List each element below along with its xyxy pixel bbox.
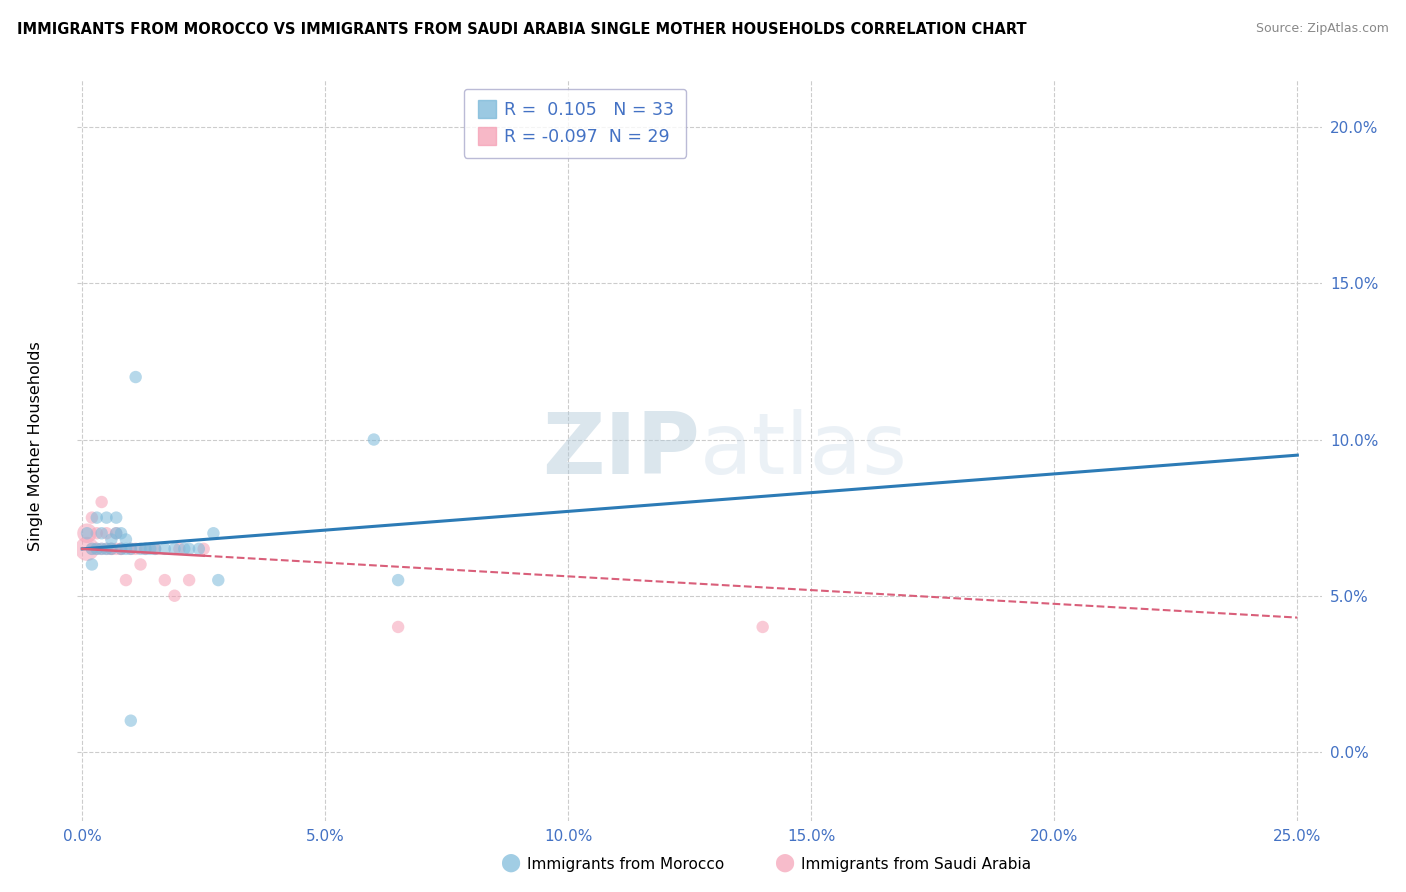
Point [139, 541, 162, 556]
Text: atlas: atlas [700, 409, 907, 492]
Point [120, 541, 142, 556]
Point [153, 573, 176, 587]
Point [124, 541, 146, 556]
Point [179, 573, 201, 587]
Point [86, 510, 108, 524]
Point [80, 541, 103, 556]
Point [105, 526, 128, 541]
Point [129, 541, 152, 556]
Point [115, 573, 138, 587]
Text: ⬤: ⬤ [775, 854, 794, 872]
Point [173, 541, 195, 556]
Text: ZIP: ZIP [541, 409, 700, 492]
Point [76, 541, 98, 556]
Point [105, 541, 128, 556]
Point [124, 370, 146, 384]
Point [80, 558, 103, 572]
Point [110, 526, 132, 541]
Point [96, 541, 118, 556]
Point [207, 573, 229, 587]
Point [202, 526, 225, 541]
Point [80, 510, 103, 524]
Point [110, 541, 132, 556]
Point [187, 541, 209, 556]
Point [86, 526, 108, 541]
Point [169, 541, 191, 556]
Point [134, 541, 156, 556]
Point [110, 541, 132, 556]
Point [100, 541, 122, 556]
Point [387, 620, 409, 634]
Point [153, 541, 176, 556]
Point [105, 526, 128, 541]
Point [110, 541, 132, 556]
Text: ⬤: ⬤ [501, 854, 520, 872]
Point [134, 541, 156, 556]
Point [115, 541, 138, 556]
Point [76, 526, 98, 541]
Point [100, 533, 122, 547]
Point [100, 541, 122, 556]
Point [143, 541, 166, 556]
Point [163, 541, 186, 556]
Point [90, 541, 112, 556]
Point [179, 541, 201, 556]
Point [100, 541, 122, 556]
Point [163, 589, 186, 603]
Point [751, 620, 773, 634]
Point [80, 541, 103, 556]
Point [115, 533, 138, 547]
Point [90, 541, 112, 556]
Point [76, 526, 98, 541]
Text: Immigrants from Saudi Arabia: Immigrants from Saudi Arabia [801, 857, 1032, 872]
Point [90, 526, 112, 541]
Point [96, 510, 118, 524]
Point [120, 714, 142, 728]
Point [90, 495, 112, 509]
Legend: R =  0.105   N = 33, R = -0.097  N = 29: R = 0.105 N = 33, R = -0.097 N = 29 [464, 89, 686, 158]
Point [96, 526, 118, 541]
Text: Source: ZipAtlas.com: Source: ZipAtlas.com [1256, 22, 1389, 36]
Point [193, 541, 215, 556]
Point [120, 541, 142, 556]
Point [96, 541, 118, 556]
Point [143, 541, 166, 556]
Text: Single Mother Households: Single Mother Households [28, 341, 42, 551]
Text: Immigrants from Morocco: Immigrants from Morocco [527, 857, 724, 872]
Point [363, 433, 385, 447]
Text: IMMIGRANTS FROM MOROCCO VS IMMIGRANTS FROM SAUDI ARABIA SINGLE MOTHER HOUSEHOLDS: IMMIGRANTS FROM MOROCCO VS IMMIGRANTS FR… [17, 22, 1026, 37]
Point [86, 541, 108, 556]
Point [105, 510, 128, 524]
Point [129, 558, 152, 572]
Point [86, 541, 108, 556]
Point [387, 573, 409, 587]
